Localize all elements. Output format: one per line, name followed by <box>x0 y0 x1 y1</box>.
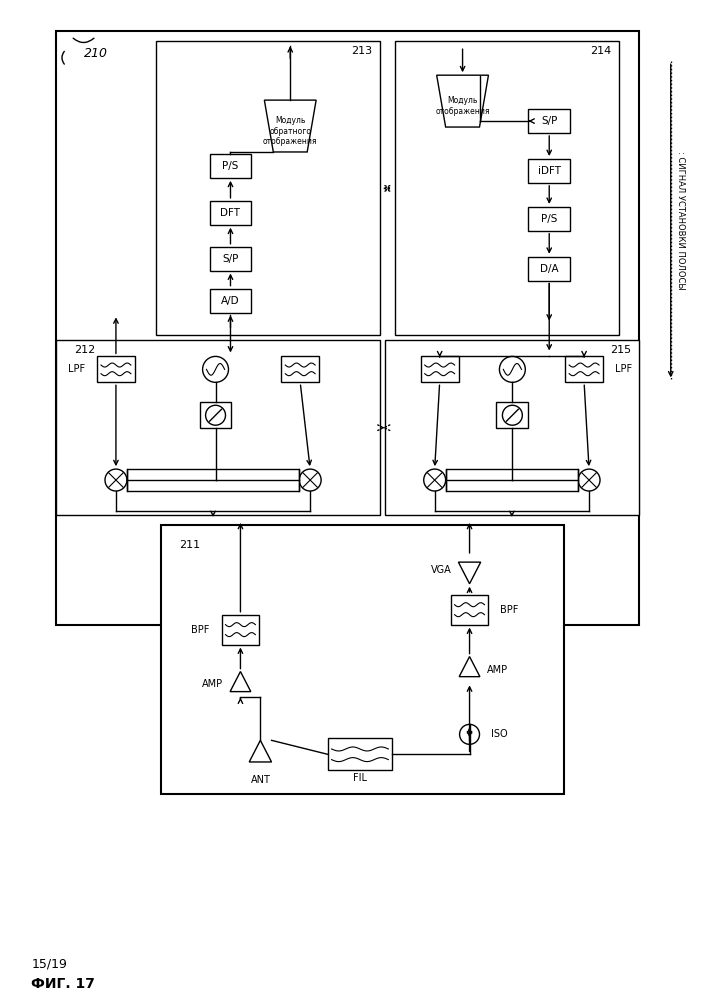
Bar <box>565 356 603 382</box>
Bar <box>209 201 252 225</box>
Text: Модуль
обратного
отображения: Модуль обратного отображения <box>263 116 317 146</box>
Bar <box>97 356 135 382</box>
Bar <box>528 159 570 183</box>
Text: iDFT: iDFT <box>538 166 561 176</box>
Text: BPF: BPF <box>501 605 519 615</box>
Bar <box>209 289 252 313</box>
Text: Модуль
отображения: Модуль отображения <box>436 96 490 116</box>
Bar <box>528 207 570 231</box>
Text: 210: 210 <box>84 47 108 60</box>
Text: LPF: LPF <box>68 364 85 374</box>
Text: ANT: ANT <box>250 775 270 785</box>
Text: FIL: FIL <box>353 773 367 783</box>
Text: S/P: S/P <box>222 254 239 264</box>
Text: ISO: ISO <box>491 729 508 739</box>
Bar <box>221 615 259 645</box>
Text: 213: 213 <box>351 46 372 56</box>
Bar <box>528 257 570 281</box>
Bar <box>209 247 252 271</box>
Bar <box>385 340 639 515</box>
Text: ФИГ. 17: ФИГ. 17 <box>31 977 95 991</box>
Bar <box>327 738 392 770</box>
Text: BPF: BPF <box>191 625 209 635</box>
Text: 211: 211 <box>179 540 200 550</box>
Bar <box>156 41 380 335</box>
Bar <box>127 469 299 491</box>
Text: S/P: S/P <box>541 116 557 126</box>
Bar <box>160 525 564 794</box>
Text: VGA: VGA <box>431 565 452 575</box>
Bar <box>528 109 570 133</box>
Text: P/S: P/S <box>541 214 557 224</box>
Text: : СИГНАЛ УСТАНОВКИ ПОЛОСЫ: : СИГНАЛ УСТАНОВКИ ПОЛОСЫ <box>676 151 685 290</box>
Bar <box>496 402 528 428</box>
Text: AMP: AMP <box>487 665 508 675</box>
Text: 215: 215 <box>609 345 631 355</box>
Bar <box>450 595 489 625</box>
Text: AMP: AMP <box>202 679 223 689</box>
Bar <box>395 41 619 335</box>
Bar <box>199 402 231 428</box>
Text: 214: 214 <box>590 46 611 56</box>
Text: P/S: P/S <box>222 161 239 171</box>
Bar <box>281 356 319 382</box>
Text: 212: 212 <box>74 345 95 355</box>
Text: 15/19: 15/19 <box>31 957 67 970</box>
Text: A/D: A/D <box>221 296 240 306</box>
Bar <box>56 31 639 625</box>
Bar <box>56 340 380 515</box>
Text: LPF: LPF <box>615 364 632 374</box>
Bar <box>421 356 459 382</box>
Text: DFT: DFT <box>221 208 240 218</box>
Text: D/A: D/A <box>540 264 559 274</box>
Bar <box>445 469 578 491</box>
Bar <box>209 154 252 178</box>
